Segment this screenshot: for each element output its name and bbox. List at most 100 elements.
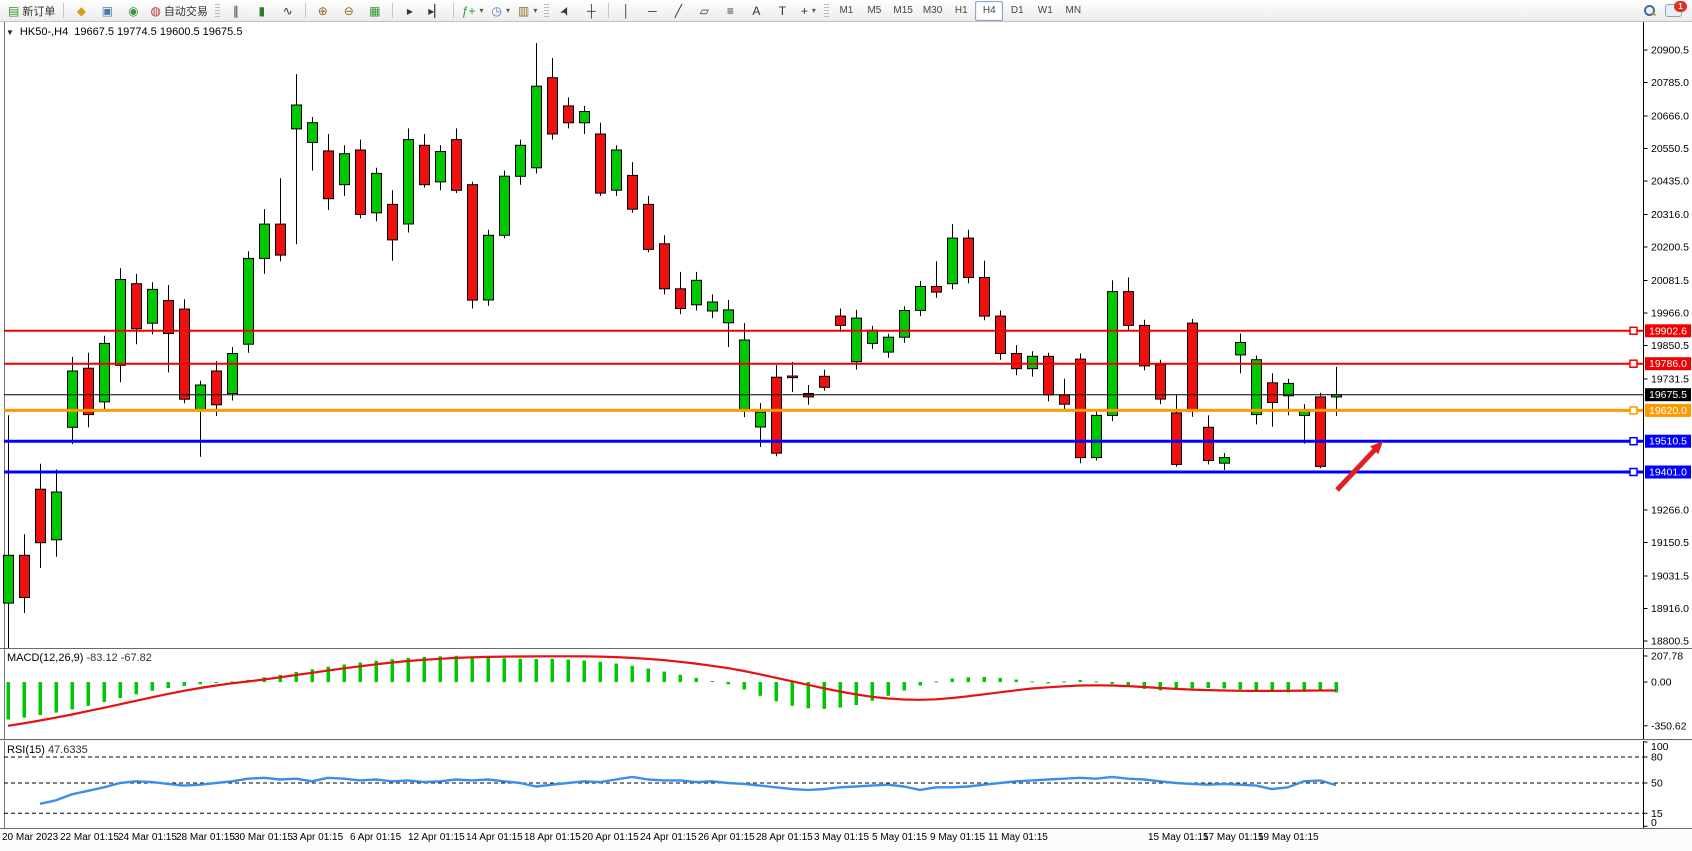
timeframe-M15[interactable]: M15 [893, 5, 913, 16]
text-label-button[interactable]: T [769, 1, 795, 21]
macd-histogram-bar [1158, 682, 1162, 691]
macd-histogram-bar [454, 655, 458, 683]
macd-histogram-bar [70, 682, 74, 710]
tile-windows-button[interactable]: ▦ [362, 1, 388, 21]
candle-chart-button[interactable]: ▮ [249, 1, 275, 21]
date-label: 28 Apr 01:15 [756, 832, 813, 843]
text-label-icon: T [778, 3, 787, 18]
channel-button[interactable]: ▱ [691, 1, 717, 21]
candle-body-bear [19, 554, 30, 598]
macd-histogram-bar [470, 656, 474, 682]
new-order-button[interactable]: ▤ 新订单 [4, 1, 59, 21]
timeframe-M30[interactable]: M30 [922, 5, 943, 16]
candle-body-bear [179, 308, 190, 400]
line-handle[interactable] [1629, 359, 1638, 368]
macd-histogram-bar [118, 682, 122, 698]
crosshair-button[interactable]: ┼ [578, 1, 604, 21]
date-label: 9 May 01:15 [930, 832, 986, 843]
chart-symbol-period: HK50-,H4 [19, 26, 69, 38]
candle-body-bull [371, 172, 382, 214]
indicators-button[interactable]: ƒ+ ▾ [458, 1, 488, 21]
timeframe-H1[interactable]: H1 [954, 5, 968, 16]
price-tick-label: 20435.0 [1651, 176, 1689, 188]
vertical-line-button[interactable]: │ [613, 1, 639, 21]
timeframe-M1[interactable]: M1 [839, 5, 854, 16]
profiles-button[interactable]: ▣ [94, 1, 120, 21]
periods-button[interactable]: ◷ ▾ [488, 1, 515, 21]
trendline-button[interactable]: ╱ [665, 1, 691, 21]
rsi-tick-label: 80 [1651, 752, 1663, 764]
candle-body-bear [659, 243, 670, 290]
candle-body-bull [259, 223, 270, 259]
horizontal-line-button[interactable]: ─ [639, 1, 665, 21]
zoom-out-button[interactable]: ⊖ [336, 1, 362, 21]
styles-button[interactable]: ◆ [68, 1, 94, 21]
candle-body-bear [1075, 358, 1086, 459]
rsi-value: 47.6335 [47, 744, 88, 756]
candlestick-chart-canvas[interactable]: 20900.5 20785.0 20666.0 20550.5 20435.0 20316… [0, 22, 1692, 648]
auto-scroll-button[interactable]: ▸ [397, 1, 423, 21]
timeframe-M5[interactable]: M5 [867, 5, 882, 16]
line-handle[interactable] [1629, 326, 1638, 336]
candle-body-bull [147, 288, 158, 324]
macd-histogram-bar [742, 682, 746, 690]
price-tick-label: 19966.0 [1651, 308, 1689, 320]
toolbar-drag-handle[interactable] [214, 3, 220, 18]
autotrading-button[interactable]: ◍ 自动交易 [146, 1, 211, 21]
zoom-in-button[interactable]: ⊕ [310, 1, 336, 21]
date-label: 3 May 01:15 [814, 832, 870, 843]
macd-histogram-bar [646, 668, 650, 682]
price-badge-label: 19902.6 [1649, 325, 1687, 337]
rsi-indicator-panel[interactable]: RSI(15) 47.6335 100 80 50 15 0 [0, 741, 1692, 829]
chart-shift-button[interactable]: ▸▏ [423, 1, 449, 21]
line-handle[interactable] [1629, 436, 1638, 446]
fibonacci-button[interactable]: ≡ [717, 1, 743, 21]
chat-icon[interactable]: 1 [1665, 1, 1687, 17]
candle-body-bear [131, 283, 142, 330]
search-icon[interactable] [1644, 5, 1655, 16]
bar-chart-button[interactable]: ∥ [223, 1, 249, 21]
rsi-line [39, 775, 1337, 805]
macd-indicator-panel[interactable]: MACD(12,26,9) -83.12 -67.82 207.78 0.00 -3… [0, 649, 1692, 740]
candle-body-bear [1123, 291, 1134, 326]
collapse-triangle-icon[interactable]: ▼ [6, 27, 14, 37]
candle-body-bear [627, 174, 638, 210]
macd-histogram-bar [214, 682, 218, 683]
candle-body-bull [483, 234, 494, 301]
candle-body-bear [1043, 355, 1054, 396]
zoom-out-icon: ⊖ [343, 3, 354, 18]
candle-body-bull [1027, 355, 1038, 370]
timeframe-MN[interactable]: MN [1065, 5, 1082, 16]
templates-button[interactable]: ▥ ▾ [514, 1, 541, 21]
candle-body-bear [1059, 394, 1070, 405]
candle-body-bull [3, 554, 14, 604]
alerts-button[interactable]: ◉ [120, 1, 146, 21]
macd-histogram-bar [1126, 682, 1130, 687]
candle-body-bear [1203, 426, 1214, 461]
timeframe-H4[interactable]: H4 [975, 0, 1004, 21]
toolbar-drag-handle[interactable] [544, 3, 550, 18]
price-tick-label: 19266.0 [1651, 505, 1689, 517]
trend-arrow-shaft[interactable] [1335, 443, 1381, 492]
price-chart-panel[interactable]: ▼ HK50-,H4 19667.5 19774.5 19600.5 19675… [0, 22, 1692, 649]
cursor-button[interactable]: ➤ [552, 1, 578, 21]
chevron-down-icon: ▾ [479, 6, 484, 15]
line-chart-button[interactable]: ∿ [275, 1, 301, 21]
candle-body-bear [323, 150, 334, 200]
text-button[interactable]: A [743, 1, 769, 21]
time-axis[interactable]: 20 Mar 2023 22 Mar 01:15 24 Mar 01:15 28 Ma… [0, 829, 1692, 851]
toolbar-drag-handle[interactable] [824, 3, 830, 18]
candle-body-bull [499, 175, 510, 236]
arrows-tool-button[interactable]: + ▾ [795, 1, 821, 21]
trend-arrow-head[interactable] [1370, 441, 1383, 455]
timeframe-D1[interactable]: D1 [1010, 5, 1024, 16]
separator [63, 3, 65, 18]
macd-histogram-bar [694, 678, 698, 682]
candle-body-bull [1251, 359, 1262, 416]
timeframe-W1[interactable]: W1 [1037, 5, 1053, 16]
candle-body-bear [595, 133, 606, 194]
macd-histogram-bar [438, 656, 442, 683]
line-handle[interactable] [1629, 467, 1638, 477]
macd-histogram-bar [614, 663, 618, 682]
line-handle[interactable] [1629, 406, 1638, 415]
